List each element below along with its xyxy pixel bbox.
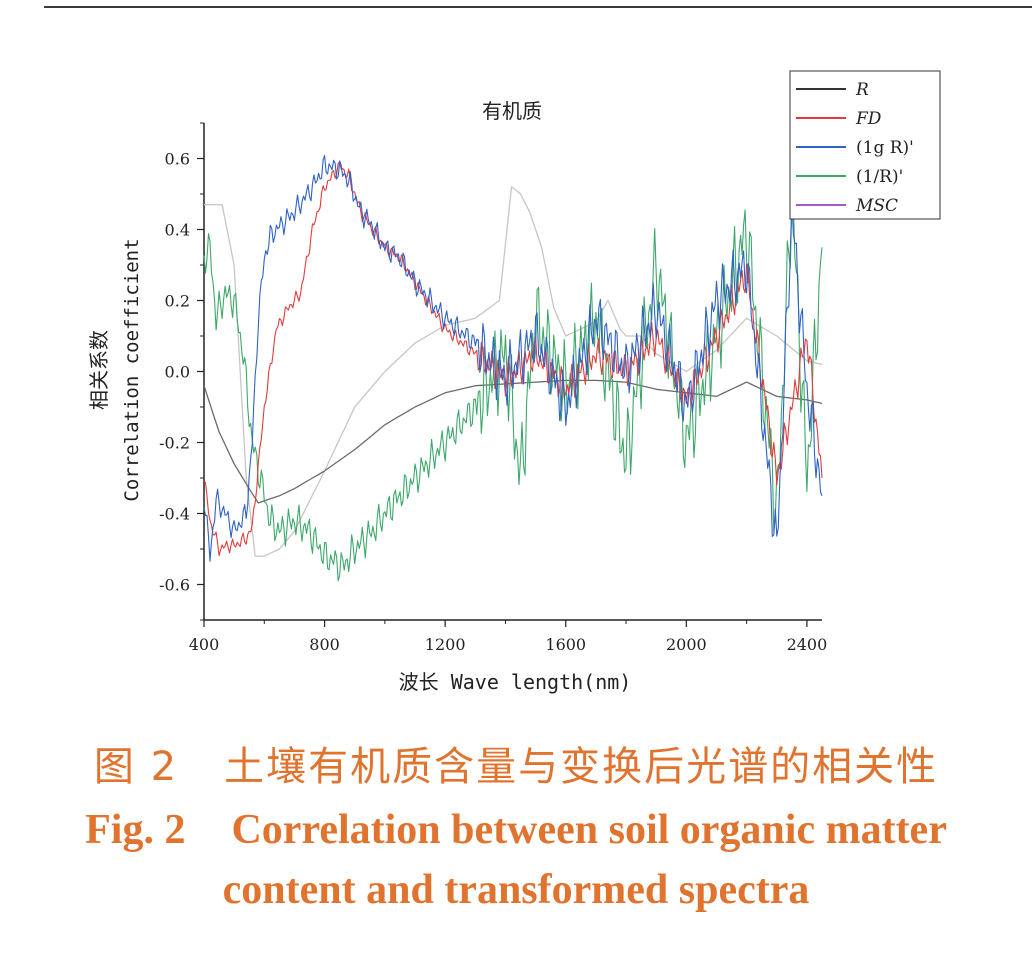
legend-label: FD — [855, 109, 882, 129]
chart-title: 有机质 — [482, 99, 542, 123]
legend-label: R — [855, 80, 869, 100]
caption-en-text1: Correlation between soil organic matter — [231, 807, 947, 853]
y-tick-label: 0.0 — [165, 363, 190, 382]
caption-en-text2: content and transformed spectra — [222, 867, 810, 913]
x-tick-label: 800 — [309, 635, 340, 654]
legend-label: MSC — [855, 196, 898, 216]
x-axis-label: 波长 Wave length(nm) — [399, 670, 632, 694]
caption-en-line2: content and transformed spectra — [0, 866, 1032, 914]
axes: -0.6 -0.4 -0.2 0.0 0.2 0.4 0.6 400 800 1200 1600 20… — [159, 122, 828, 654]
y-axis-label-cn: 相关系数 — [87, 330, 111, 410]
x-tick-label: 2000 — [666, 635, 707, 654]
x-tick-label: 1600 — [545, 635, 586, 654]
series-line — [203, 161, 823, 557]
caption-en-line1: Fig. 2 Correlation between soil organic m… — [0, 806, 1032, 854]
caption-cn: 图 2 土壤有机质含量与变换后光谱的相关性 — [0, 734, 1032, 792]
legend-box — [789, 70, 941, 220]
y-tick-label: -0.4 — [159, 505, 190, 524]
x-tick-label: 400 — [189, 635, 220, 654]
y-tick-label: 0.4 — [165, 221, 190, 240]
x-tick-label: 2400 — [787, 635, 828, 654]
x-tick-label: 1200 — [425, 635, 466, 654]
y-tick-label: 0.6 — [165, 150, 190, 169]
series-line — [203, 154, 823, 562]
y-axis-label-en: Correlation coefficient — [121, 238, 143, 501]
y-tick-label: -0.6 — [159, 576, 190, 595]
legend-label: (1/R)' — [856, 167, 903, 187]
series-layer — [203, 154, 823, 582]
y-tick-label: 0.2 — [165, 292, 190, 311]
legend-label: (1g R)' — [856, 138, 914, 158]
series-line — [204, 186, 823, 557]
caption-cn-label: 图 2 — [93, 744, 179, 790]
caption-en-label: Fig. 2 — [85, 807, 186, 853]
legend: R FD (1g R)' (1/R)' MSC — [789, 70, 941, 220]
top-rule — [44, 6, 1032, 8]
caption-cn-text: 土壤有机质含量与变换后光谱的相关性 — [224, 744, 939, 790]
y-tick-label: -0.2 — [159, 434, 190, 453]
chart: 有机质 -0.6 -0.4 -0.2 0.0 0.2 0.4 0.6 400 800 1200 16… — [87, 70, 941, 694]
